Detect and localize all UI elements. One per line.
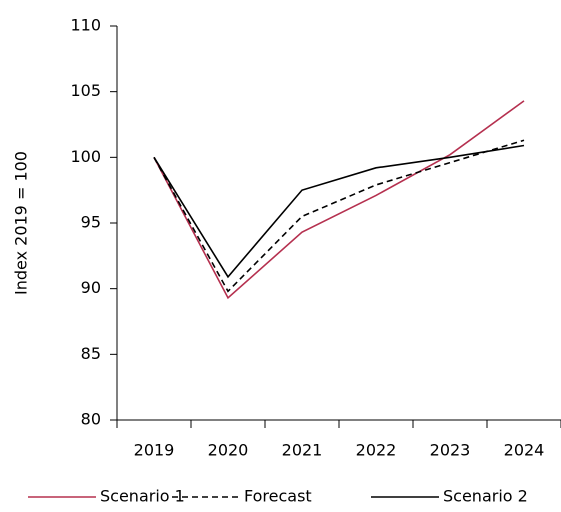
x-tick-label: 2021 [282, 441, 323, 460]
legend-label: Forecast [244, 487, 312, 506]
y-tick-label: 90 [81, 278, 101, 297]
legend-label: Scenario 2 [443, 487, 528, 506]
series-line [153, 139, 525, 293]
x-tick-label: 2024 [504, 441, 545, 460]
y-tick-label: 95 [81, 213, 101, 232]
legend-label: Scenario 1 [100, 487, 185, 506]
y-tick-label: 100 [70, 147, 101, 166]
y-tick-label: 110 [70, 16, 101, 35]
series-line [153, 100, 525, 300]
y-tick-label: 80 [81, 410, 101, 429]
y-axis-label: Index 2019 = 100 [12, 151, 31, 295]
x-tick-label: 2022 [356, 441, 397, 460]
y-tick-label: 85 [81, 344, 101, 363]
x-tick-label: 2020 [208, 441, 249, 460]
y-tick-label: 105 [70, 81, 101, 100]
x-tick-label: 2023 [430, 441, 471, 460]
x-tick-label: 2019 [134, 441, 175, 460]
series-line [153, 144, 525, 279]
